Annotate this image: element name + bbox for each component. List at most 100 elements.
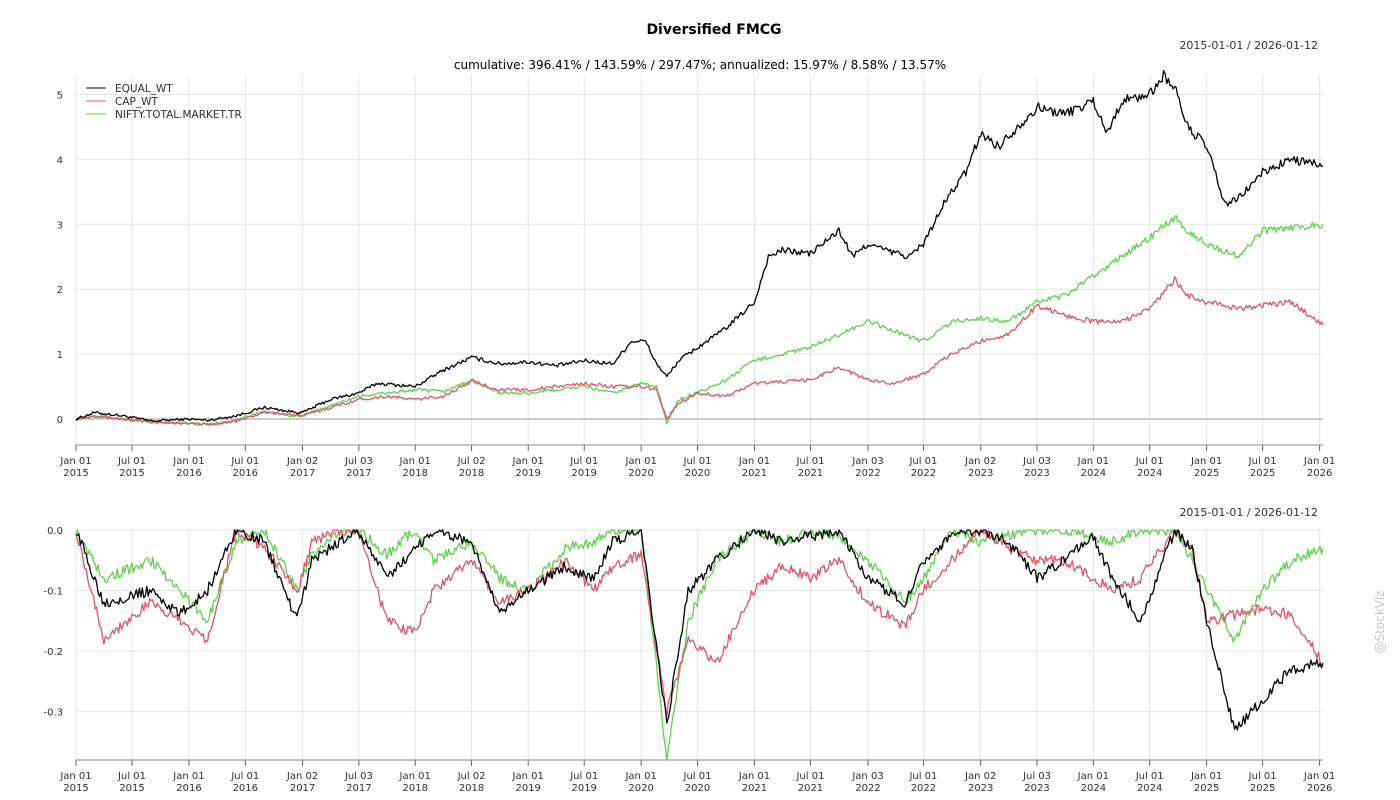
x-tick-label: 2022 xyxy=(911,783,936,794)
x-tick-label: Jul 01 xyxy=(908,456,937,467)
y-tick-label: -0.1 xyxy=(43,587,63,598)
x-tick-label: Jan 02 xyxy=(964,456,996,467)
x-tick-label: 2018 xyxy=(402,783,427,794)
x-tick-label: Jul 01 xyxy=(117,771,146,782)
x-tick-label: Jan 01 xyxy=(738,456,770,467)
x-tick-label: 2024 xyxy=(1137,468,1162,479)
legend-label: EQUAL_WT xyxy=(115,83,173,95)
x-tick-label: Jan 01 xyxy=(512,771,544,782)
x-tick-label: Jul 01 xyxy=(795,771,824,782)
x-tick-label: Jan 01 xyxy=(172,456,204,467)
x-tick-label: Jul 01 xyxy=(230,771,259,782)
x-tick-label: 2017 xyxy=(290,783,315,794)
y-tick-label: 0 xyxy=(57,415,63,426)
x-tick-label: 2015 xyxy=(119,783,144,794)
x-tick-label: Jul 03 xyxy=(1022,771,1051,782)
y-tick-label: 3 xyxy=(57,220,63,231)
x-tick-label: 2023 xyxy=(1024,783,1049,794)
x-tick-label: Jan 01 xyxy=(1190,456,1222,467)
x-tick-label: 2024 xyxy=(1081,783,1106,794)
x-tick-label: 2026 xyxy=(1307,468,1332,479)
x-tick-label: Jan 01 xyxy=(172,771,204,782)
y-tick-label: -0.3 xyxy=(43,708,63,719)
x-tick-label: Jan 01 xyxy=(1077,771,1109,782)
x-tick-label: 2016 xyxy=(233,783,258,794)
y-tick-label: 0.0 xyxy=(47,526,63,537)
x-tick-label: 2021 xyxy=(742,468,767,479)
x-tick-label: 2022 xyxy=(855,783,880,794)
series-line-cap-wt xyxy=(75,529,1324,718)
x-tick-label: 2025 xyxy=(1250,783,1275,794)
x-tick-label: 2026 xyxy=(1307,783,1332,794)
x-tick-label: Jan 01 xyxy=(1190,771,1222,782)
x-tick-label: Jan 01 xyxy=(624,456,656,467)
x-tick-label: 2022 xyxy=(911,468,936,479)
legend-label: CAP_WT xyxy=(115,96,158,108)
x-tick-label: 2025 xyxy=(1250,468,1275,479)
x-tick-label: 2021 xyxy=(798,468,823,479)
x-tick-label: Jan 01 xyxy=(59,771,91,782)
x-tick-label: 2017 xyxy=(346,468,371,479)
x-tick-label: 2016 xyxy=(176,468,201,479)
x-tick-label: Jan 01 xyxy=(1077,456,1109,467)
x-tick-label: 2019 xyxy=(571,783,596,794)
x-tick-label: 2022 xyxy=(855,468,880,479)
x-tick-label: Jul 01 xyxy=(908,771,937,782)
x-tick-label: Jul 01 xyxy=(795,456,824,467)
x-tick-label: 2019 xyxy=(515,468,540,479)
chart-title: Diversified FMCG xyxy=(646,22,781,38)
x-tick-label: 2021 xyxy=(742,783,767,794)
x-tick-label: 2020 xyxy=(685,783,710,794)
date-range-bottom: 2015-01-01 / 2026-01-12 xyxy=(1179,506,1318,519)
x-tick-label: 2023 xyxy=(968,468,993,479)
x-tick-label: Jul 01 xyxy=(230,456,259,467)
x-tick-label: Jan 01 xyxy=(399,456,431,467)
x-tick-label: 2025 xyxy=(1194,783,1219,794)
x-tick-label: 2025 xyxy=(1194,468,1219,479)
x-tick-label: Jan 03 xyxy=(851,771,883,782)
x-tick-label: Jul 01 xyxy=(1248,456,1277,467)
x-tick-label: 2015 xyxy=(63,783,88,794)
date-range-top: 2015-01-01 / 2026-01-12 xyxy=(1179,39,1318,52)
x-tick-label: Jul 01 xyxy=(683,456,712,467)
x-tick-label: Jul 01 xyxy=(1135,771,1164,782)
x-tick-label: Jan 01 xyxy=(399,771,431,782)
x-tick-label: 2016 xyxy=(233,468,258,479)
x-tick-label: Jul 01 xyxy=(683,771,712,782)
x-tick-label: Jan 01 xyxy=(59,456,91,467)
series-line-equal-wt xyxy=(75,529,1324,731)
y-tick-label: 4 xyxy=(57,155,63,166)
x-tick-label: Jan 01 xyxy=(738,771,770,782)
x-tick-label: Jan 01 xyxy=(624,771,656,782)
x-tick-label: 2018 xyxy=(459,468,484,479)
series-line-nifty-total-market-tr xyxy=(75,214,1324,426)
x-tick-label: Jan 01 xyxy=(1303,771,1335,782)
y-tick-label: 5 xyxy=(57,90,63,101)
x-tick-label: 2020 xyxy=(685,468,710,479)
x-tick-label: 2019 xyxy=(515,783,540,794)
x-tick-label: 2019 xyxy=(571,468,596,479)
series-line-equal-wt xyxy=(75,69,1324,423)
x-tick-label: 2017 xyxy=(346,783,371,794)
x-tick-label: 2020 xyxy=(628,468,653,479)
x-tick-label: 2021 xyxy=(798,783,823,794)
x-tick-label: Jan 03 xyxy=(851,456,883,467)
series-line-cap-wt xyxy=(75,276,1324,426)
x-tick-label: 2024 xyxy=(1137,783,1162,794)
legend-label: NIFTY.TOTAL.MARKET.TR xyxy=(115,109,242,121)
watermark: @StockViz xyxy=(1373,591,1387,654)
x-tick-label: Jul 01 xyxy=(1135,456,1164,467)
x-tick-label: Jan 01 xyxy=(1303,456,1335,467)
x-tick-label: Jul 01 xyxy=(569,771,598,782)
x-tick-label: Jul 01 xyxy=(117,456,146,467)
x-tick-label: 2023 xyxy=(1024,468,1049,479)
x-tick-label: Jul 01 xyxy=(1248,771,1277,782)
x-tick-label: Jan 02 xyxy=(964,771,996,782)
y-tick-label: 2 xyxy=(57,285,63,296)
x-tick-label: 2015 xyxy=(119,468,144,479)
x-tick-label: 2016 xyxy=(176,783,201,794)
x-tick-label: 2015 xyxy=(63,468,88,479)
